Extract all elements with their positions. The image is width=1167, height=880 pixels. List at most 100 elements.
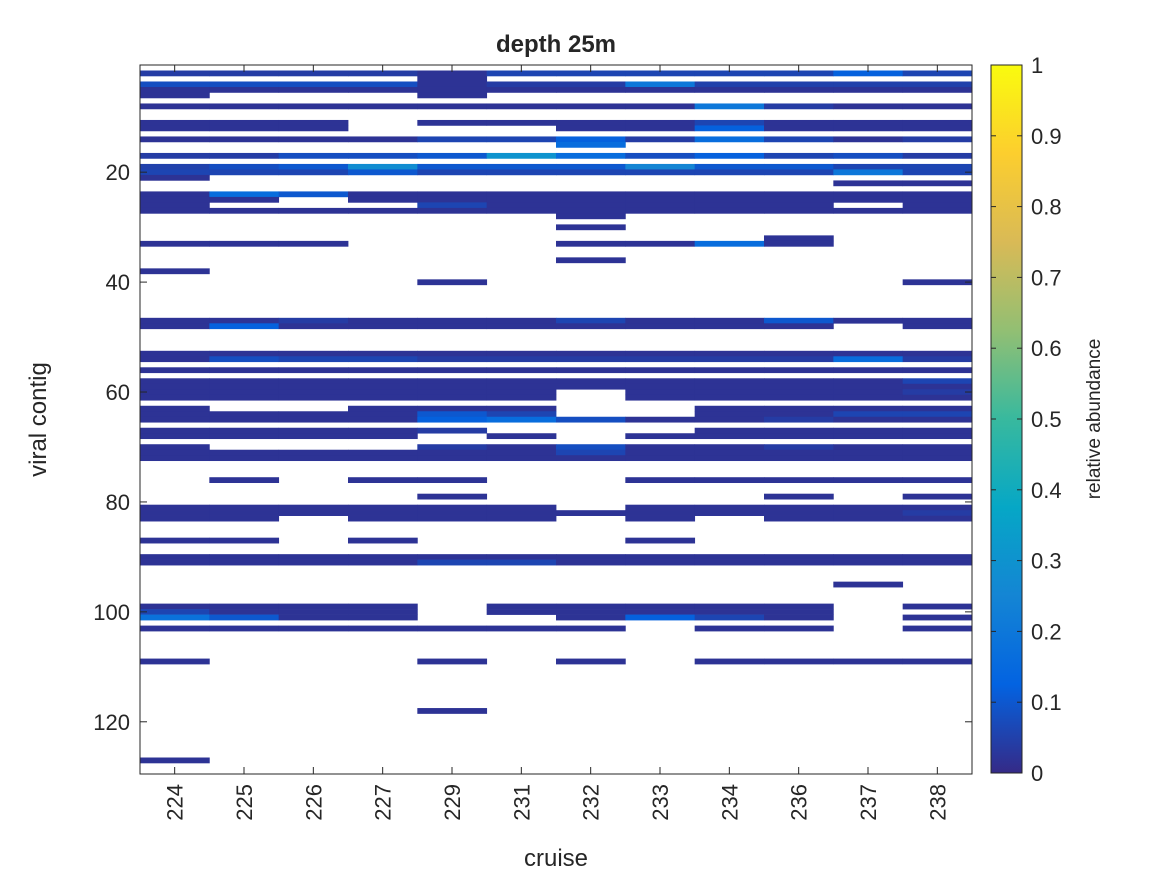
heatmap-cell: [278, 136, 349, 143]
heatmap-cell: [556, 323, 626, 330]
heatmap-cell: [556, 510, 626, 516]
colorbar-label: relative abundance: [1084, 339, 1105, 500]
heatmap-cell: [833, 394, 904, 401]
heatmap-cell: [348, 317, 418, 324]
heatmap-cell: [140, 444, 210, 451]
colorbar-tick-label: 1: [1031, 53, 1043, 78]
heatmap-cell: [694, 444, 765, 451]
heatmap-cell: [348, 477, 418, 484]
heatmap-cell: [140, 449, 210, 456]
heatmap-cell: [902, 433, 973, 440]
heatmap-cell: [417, 405, 488, 412]
heatmap-cell: [417, 92, 488, 99]
heatmap-cell: [209, 416, 280, 423]
heatmap-cell: [417, 367, 488, 374]
heatmap-cell: [486, 163, 557, 170]
heatmap-cell: [417, 119, 488, 126]
heatmap-cell: [140, 411, 210, 418]
heatmap-cell: [348, 394, 418, 401]
heatmap-cell: [486, 455, 557, 462]
heatmap-cell: [417, 323, 488, 330]
heatmap-cell: [625, 449, 696, 456]
heatmap-cell: [209, 609, 280, 615]
heatmap-cell: [278, 350, 349, 357]
heatmap-cell: [833, 405, 904, 412]
heatmap-cell: [209, 163, 280, 170]
heatmap-cell: [764, 394, 834, 401]
heatmap-cell: [486, 350, 557, 357]
heatmap-cell: [209, 136, 280, 143]
heatmap-cell: [694, 554, 765, 560]
heatmap-cell: [764, 86, 834, 93]
heatmap-cell: [902, 191, 973, 198]
heatmap-cell: [417, 708, 488, 714]
heatmap-cell: [902, 196, 973, 203]
heatmap-cell: [417, 103, 488, 110]
heatmap-cells: [140, 70, 973, 764]
heatmap-cell: [209, 510, 280, 516]
heatmap-cell: [764, 477, 834, 484]
heatmap-cell: [278, 317, 349, 324]
heatmap-cell: [348, 416, 418, 423]
heatmap-cell: [278, 504, 349, 511]
heatmap-cell: [694, 394, 765, 401]
heatmap-cell: [764, 411, 834, 418]
heatmap-cell: [764, 427, 834, 434]
heatmap-cell: [625, 163, 696, 170]
y-tick-label: 120: [93, 710, 130, 735]
heatmap-cell: [278, 389, 349, 396]
heatmap-cell: [556, 136, 626, 143]
heatmap-cell: [140, 554, 210, 560]
heatmap-cell: [833, 163, 904, 170]
heatmap-cell: [902, 86, 973, 93]
heatmap-cell: [140, 658, 210, 665]
heatmap-cell: [833, 152, 904, 159]
heatmap-cell: [278, 152, 349, 159]
heatmap-cell: [348, 625, 418, 632]
heatmap-cell: [625, 196, 696, 203]
heatmap-cell: [486, 196, 557, 203]
heatmap-cell: [833, 477, 904, 484]
heatmap-cell: [833, 449, 904, 456]
heatmap-cell: [140, 86, 210, 93]
heatmap-cell: [278, 70, 349, 77]
heatmap-cell: [833, 411, 904, 418]
heatmap-cell: [209, 537, 280, 544]
heatmap-cell: [140, 350, 210, 357]
heatmap-cell: [209, 433, 280, 440]
heatmap-cell: [209, 625, 280, 632]
heatmap-cell: [902, 81, 973, 88]
heatmap-cell: [417, 455, 488, 462]
heatmap-cell: [833, 81, 904, 88]
heatmap-cell: [764, 559, 834, 566]
heatmap-cell: [417, 207, 488, 214]
heatmap-cell: [556, 416, 626, 423]
heatmap-cell: [902, 411, 973, 418]
heatmap-cell: [625, 383, 696, 390]
heatmap-cell: [694, 196, 765, 203]
heatmap-cell: [417, 625, 488, 632]
heatmap-cell: [625, 350, 696, 357]
heatmap-cell: [348, 554, 418, 560]
heatmap-cell: [209, 323, 280, 330]
heatmap-cell: [140, 152, 210, 159]
heatmap-cell: [625, 416, 696, 423]
heatmap-cell: [486, 433, 557, 440]
heatmap-cell: [140, 603, 210, 610]
heatmap-cell: [348, 537, 418, 544]
heatmap-cell: [902, 515, 973, 522]
heatmap-cell: [764, 136, 834, 143]
heatmap-cell: [694, 207, 765, 214]
heatmap-cell: [348, 378, 418, 385]
x-tick-label: 238: [925, 784, 950, 821]
heatmap-cell: [140, 191, 210, 198]
heatmap-cell: [556, 141, 626, 148]
heatmap-cell: [140, 455, 210, 462]
heatmap-cell: [764, 515, 834, 522]
plot-area-frame: [139, 64, 973, 775]
heatmap-cell: [140, 757, 210, 764]
heatmap-cell: [833, 416, 904, 423]
heatmap-cell: [209, 559, 280, 566]
heatmap-cell: [833, 581, 904, 588]
heatmap-cell: [348, 86, 418, 93]
